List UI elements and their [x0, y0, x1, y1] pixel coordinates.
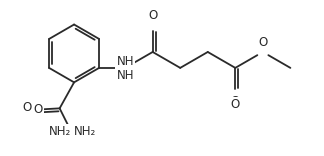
Text: O: O [148, 12, 157, 24]
Text: O: O [34, 103, 43, 116]
Text: O: O [258, 36, 268, 49]
Text: O: O [22, 101, 31, 114]
Text: O: O [231, 95, 240, 108]
Text: O: O [231, 98, 240, 111]
Text: NH: NH [116, 55, 134, 68]
Text: O: O [258, 39, 268, 52]
Text: NH: NH [116, 69, 134, 82]
Text: NH₂: NH₂ [74, 125, 96, 138]
Text: NH₂: NH₂ [49, 125, 71, 138]
Text: O: O [148, 9, 157, 22]
